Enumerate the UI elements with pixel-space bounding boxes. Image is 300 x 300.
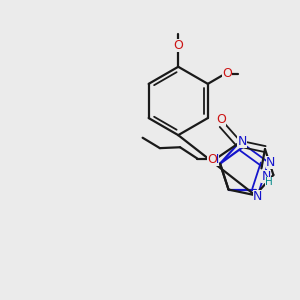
Text: N: N xyxy=(253,190,262,202)
Text: N: N xyxy=(238,135,247,148)
Text: H: H xyxy=(265,176,273,187)
Text: O: O xyxy=(222,67,232,80)
Text: N: N xyxy=(266,156,275,169)
Text: O: O xyxy=(207,153,217,166)
Text: O: O xyxy=(173,39,183,52)
Text: N: N xyxy=(210,153,219,166)
Text: O: O xyxy=(216,113,226,126)
Text: N: N xyxy=(261,170,271,183)
